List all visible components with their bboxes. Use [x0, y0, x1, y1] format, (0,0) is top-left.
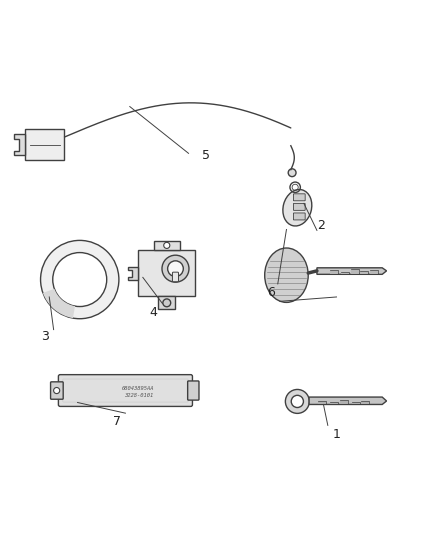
Circle shape	[53, 253, 107, 306]
Wedge shape	[43, 289, 75, 318]
Text: 3: 3	[41, 329, 49, 343]
Polygon shape	[330, 270, 338, 274]
Text: 2: 2	[318, 219, 325, 232]
Circle shape	[163, 299, 171, 307]
Polygon shape	[361, 400, 369, 405]
Circle shape	[168, 261, 184, 277]
Ellipse shape	[283, 190, 312, 226]
Polygon shape	[370, 270, 378, 274]
Circle shape	[41, 240, 119, 319]
Circle shape	[288, 169, 296, 176]
Ellipse shape	[265, 248, 308, 302]
Polygon shape	[317, 268, 387, 274]
Circle shape	[53, 387, 60, 393]
Circle shape	[162, 255, 189, 282]
FancyBboxPatch shape	[173, 272, 179, 282]
Text: 7: 7	[113, 415, 121, 427]
FancyBboxPatch shape	[50, 382, 63, 399]
Polygon shape	[318, 400, 325, 405]
Circle shape	[291, 395, 304, 408]
Polygon shape	[330, 402, 338, 405]
Text: 68043895AA: 68043895AA	[122, 386, 155, 391]
Ellipse shape	[286, 390, 309, 414]
FancyBboxPatch shape	[293, 194, 305, 201]
Text: 3228-0101: 3228-0101	[124, 393, 153, 398]
FancyBboxPatch shape	[58, 375, 192, 407]
Polygon shape	[127, 266, 138, 279]
Text: 6: 6	[267, 286, 275, 299]
FancyBboxPatch shape	[138, 250, 195, 296]
Polygon shape	[352, 402, 360, 405]
Polygon shape	[341, 272, 349, 274]
FancyBboxPatch shape	[293, 213, 305, 220]
Text: 1: 1	[332, 427, 340, 441]
Polygon shape	[340, 400, 348, 405]
Text: 5: 5	[202, 149, 210, 162]
FancyBboxPatch shape	[25, 130, 64, 160]
FancyBboxPatch shape	[154, 240, 180, 250]
Polygon shape	[360, 271, 368, 274]
Circle shape	[164, 243, 170, 248]
Polygon shape	[14, 134, 25, 155]
FancyBboxPatch shape	[187, 381, 199, 400]
FancyBboxPatch shape	[293, 204, 305, 211]
Text: 4: 4	[150, 306, 158, 319]
Polygon shape	[351, 269, 359, 274]
Polygon shape	[309, 397, 387, 405]
FancyBboxPatch shape	[158, 296, 176, 309]
